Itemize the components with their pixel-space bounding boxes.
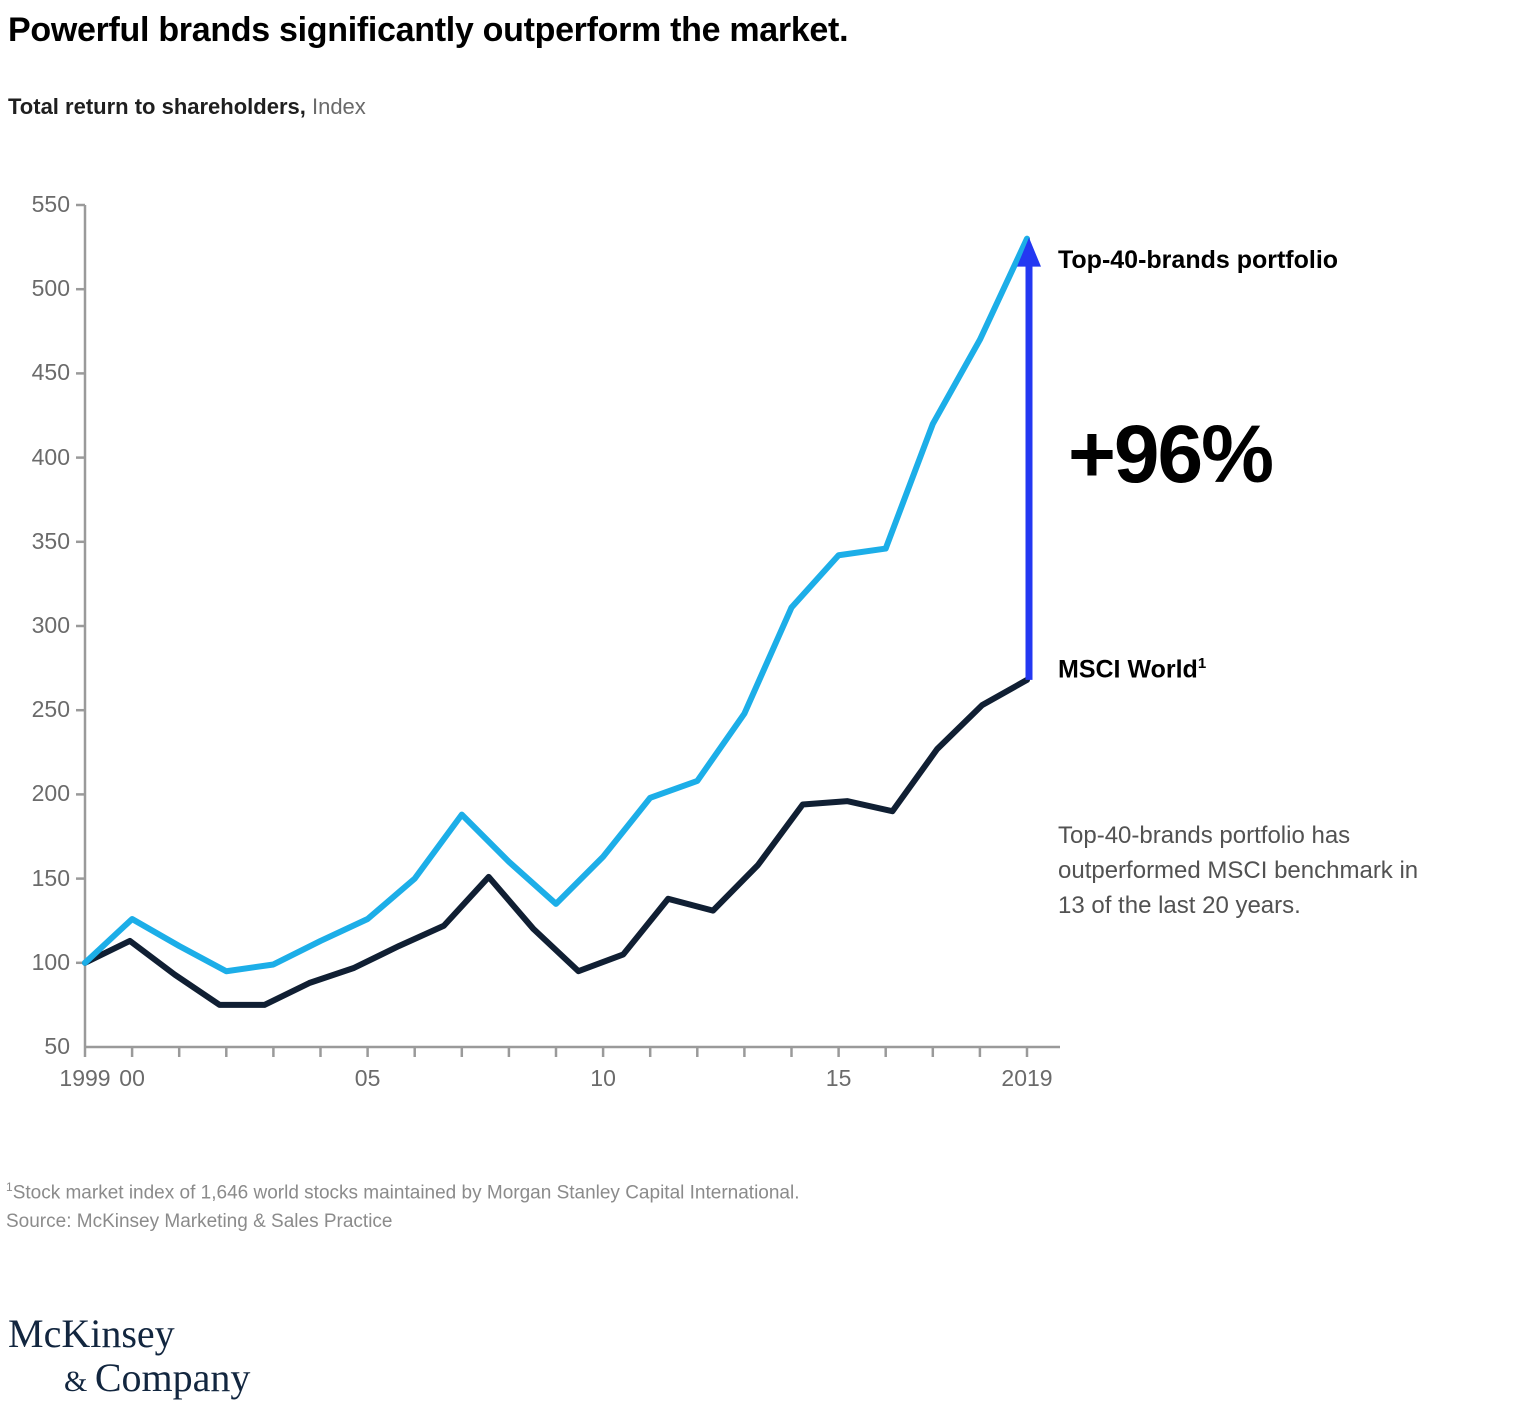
page-title: Powerful brands significantly outperform… <box>8 11 849 49</box>
mckinsey-logo: McKinsey & Company <box>8 1312 250 1404</box>
x-tick-marks <box>83 1047 1029 1057</box>
y-tick-label: 350 <box>31 527 70 554</box>
y-tick-marks <box>76 203 85 965</box>
footnote-block: 1Stock market index of 1,646 world stock… <box>6 1173 1006 1236</box>
footnote-line-2: Source: McKinsey Marketing & Sales Pract… <box>6 1211 393 1233</box>
footnote-marker-1: 1 <box>6 1180 13 1194</box>
chart-subtitle-light: Index <box>305 94 366 119</box>
y-tick-label: 550 <box>31 191 70 217</box>
chart-note: Top-40-brands portfolio has outperformed… <box>1058 822 1419 919</box>
series-label-msci-world-text: MSCI World <box>1058 655 1198 684</box>
y-tick-label: 250 <box>31 696 70 723</box>
arrow-head <box>1017 237 1041 267</box>
x-tick-label: 15 <box>825 1065 852 1091</box>
callout-arrow-icon <box>1017 237 1041 680</box>
x-tick-label: 2019 <box>1001 1065 1053 1091</box>
series-label-msci-world: MSCI World1 <box>1058 655 1206 684</box>
x-tick-label: 1999 <box>59 1065 111 1091</box>
y-tick-label: 400 <box>31 443 70 470</box>
logo-line-1: McKinsey <box>8 1311 175 1356</box>
y-tick-label: 450 <box>31 359 70 386</box>
y-tick-label: 200 <box>31 780 70 807</box>
series-label-top40-brands: Top-40-brands portfolio <box>1058 246 1339 274</box>
axis-group <box>83 205 1060 1049</box>
logo-line-2-text: Company <box>94 1355 251 1400</box>
series-line-msci-world <box>82 676 1030 1008</box>
y-tick-label: 500 <box>31 275 70 302</box>
x-tick-label: 00 <box>119 1065 145 1091</box>
logo-line-2: & Company <box>8 1356 250 1404</box>
footnote-text-1: Stock market index of 1,646 world stocks… <box>12 1182 800 1204</box>
footnote-line-1: 1Stock market index of 1,646 world stock… <box>6 1173 1006 1207</box>
callout-percentage: +96% <box>1068 409 1274 500</box>
y-tick-label: 300 <box>31 612 70 638</box>
y-tick-label: 100 <box>31 948 70 975</box>
line-chart: 550 500 450 400 350 300 250 200 150 100 50 1999 00 0… <box>0 185 1100 1090</box>
y-tick-label: 150 <box>31 864 70 891</box>
series-line-top40-brands <box>82 235 1030 975</box>
chart-subtitle-bold: Total return to shareholders, <box>8 94 306 119</box>
chart-subtitle: Total return to shareholders, Index <box>8 92 366 122</box>
x-tick-label: 10 <box>590 1065 616 1091</box>
x-tick-label: 05 <box>354 1065 381 1091</box>
footnote-marker: 1 <box>1197 655 1207 672</box>
logo-ampersand: & <box>64 1365 95 1398</box>
y-tick-label: 50 <box>44 1033 70 1059</box>
chart-svg <box>76 203 1060 1057</box>
